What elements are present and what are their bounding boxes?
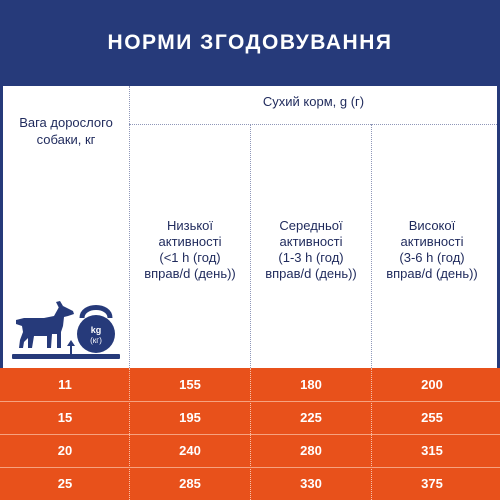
activity-header-line: Середньої bbox=[279, 218, 343, 233]
column-divider bbox=[129, 86, 130, 368]
activity-header-line: (<1 h (год) bbox=[159, 250, 221, 265]
column-divider bbox=[371, 124, 372, 368]
activity-header-line: активності bbox=[400, 234, 464, 249]
medium-activity-header: Середньої активності (1-3 h (год) вправ/… bbox=[250, 218, 372, 282]
row-divider bbox=[0, 401, 500, 402]
low-activity-cell: 240 bbox=[179, 443, 201, 458]
activity-header-line: вправ/d (день)) bbox=[386, 266, 478, 281]
activity-header-line: вправ/d (день)) bbox=[144, 266, 236, 281]
medium-activity-cell: 225 bbox=[300, 410, 322, 425]
kettlebell-label-kg-ua: (кг) bbox=[90, 336, 102, 345]
dog-icon bbox=[16, 301, 74, 348]
medium-activity-cell: 330 bbox=[300, 476, 322, 491]
kettlebell-icon: kg (кг) bbox=[77, 305, 115, 353]
left-border bbox=[0, 86, 3, 500]
low-activity-cell: 285 bbox=[179, 476, 201, 491]
weight-header-line: собаки, кг bbox=[36, 132, 96, 147]
row-divider bbox=[0, 434, 500, 435]
low-activity-cell: 155 bbox=[179, 377, 201, 392]
high-activity-cell: 315 bbox=[421, 443, 443, 458]
activity-header-line: Високої bbox=[408, 218, 456, 233]
activity-header-line: (1-3 h (год) bbox=[278, 250, 344, 265]
activity-header-line: Низької bbox=[166, 218, 214, 233]
kettlebell-label-kg: kg bbox=[91, 325, 102, 335]
low-activity-header: Низької активності (<1 h (год) вправ/d (… bbox=[129, 218, 251, 282]
high-activity-header: Високої активності (3-6 h (год) вправ/d … bbox=[371, 218, 493, 282]
medium-activity-cell: 180 bbox=[300, 377, 322, 392]
row-divider bbox=[0, 467, 500, 468]
data-table-body: 11 155 180 200 15 195 225 255 20 240 280… bbox=[0, 368, 500, 500]
weight-header-line: Вага дорослого bbox=[19, 115, 113, 130]
weight-cell: 20 bbox=[57, 443, 73, 458]
arrow-up-icon bbox=[67, 340, 75, 356]
dog-weight-illustration: kg (кг) bbox=[12, 301, 120, 359]
activity-header-line: (3-6 h (год) bbox=[399, 250, 465, 265]
column-divider bbox=[250, 124, 251, 368]
low-activity-cell: 195 bbox=[179, 410, 201, 425]
weight-cell: 11 bbox=[58, 377, 72, 392]
activity-header-line: вправ/d (день)) bbox=[265, 266, 357, 281]
weight-cell: 15 bbox=[57, 410, 73, 425]
header-divider bbox=[129, 124, 497, 125]
header-banner: НОРМИ ЗГОДОВУВАННЯ bbox=[0, 0, 500, 86]
medium-activity-cell: 280 bbox=[300, 443, 322, 458]
activity-header-line: активності bbox=[279, 234, 343, 249]
dry-food-header: Сухий корм, g (г) bbox=[262, 94, 365, 109]
right-border bbox=[497, 86, 500, 500]
floor-bar bbox=[12, 354, 120, 359]
weight-column-header: Вага дорослого собаки, кг bbox=[6, 114, 126, 148]
page-title: НОРМИ ЗГОДОВУВАННЯ bbox=[107, 31, 393, 54]
high-activity-cell: 375 bbox=[421, 476, 443, 491]
high-activity-cell: 255 bbox=[421, 410, 443, 425]
activity-header-line: активності bbox=[158, 234, 222, 249]
high-activity-cell: 200 bbox=[421, 377, 443, 392]
weight-cell: 25 bbox=[57, 476, 73, 491]
